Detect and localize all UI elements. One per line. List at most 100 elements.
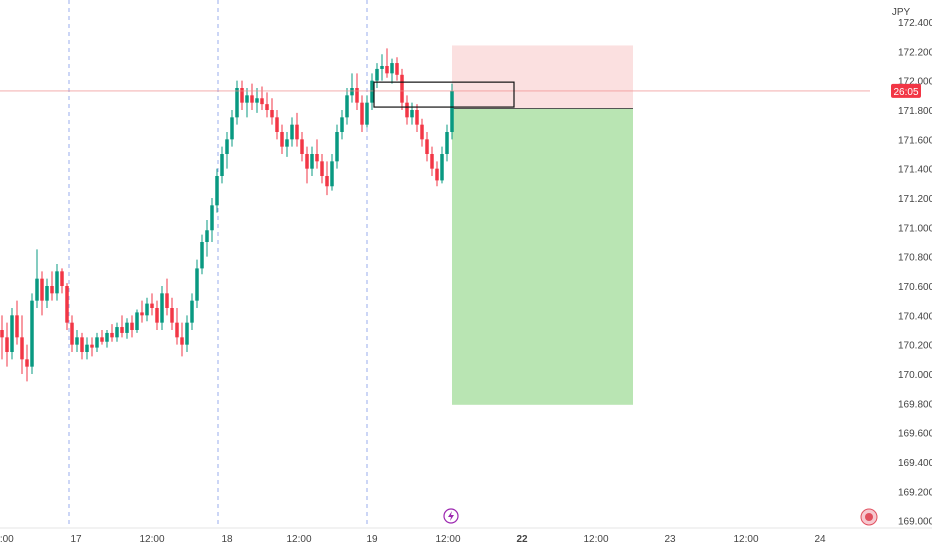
candle-body[interactable] <box>0 330 4 338</box>
candle-body[interactable] <box>380 66 384 69</box>
candle-body[interactable] <box>310 154 314 169</box>
candle-body[interactable] <box>420 124 424 140</box>
candle-body[interactable] <box>35 278 39 301</box>
candle-body[interactable] <box>195 268 199 301</box>
candle-body[interactable] <box>305 154 309 169</box>
candle-body[interactable] <box>120 327 124 333</box>
take-profit-zone[interactable] <box>452 108 633 405</box>
candle-body[interactable] <box>75 337 79 345</box>
candle-body[interactable] <box>180 337 184 345</box>
candle-body[interactable] <box>375 68 379 81</box>
candle-body[interactable] <box>385 66 389 74</box>
candle-body[interactable] <box>170 308 174 323</box>
candle-body[interactable] <box>275 117 279 132</box>
candle-body[interactable] <box>355 88 359 103</box>
candle-body[interactable] <box>85 344 89 352</box>
lightning-icon[interactable] <box>443 508 459 524</box>
candle-body[interactable] <box>245 95 249 103</box>
candle-body[interactable] <box>185 322 189 345</box>
candle-body[interactable] <box>95 337 99 348</box>
candle-body[interactable] <box>370 80 374 103</box>
candle-body[interactable] <box>210 205 214 231</box>
candle-body[interactable] <box>5 337 9 352</box>
candle-body[interactable] <box>295 124 299 140</box>
candle-body[interactable] <box>25 359 29 367</box>
candle-body[interactable] <box>365 102 369 125</box>
candle-body[interactable] <box>435 168 439 181</box>
candle-body[interactable] <box>15 315 19 338</box>
candle-body[interactable] <box>175 322 179 338</box>
candle-body[interactable] <box>100 337 104 342</box>
event-badge-core[interactable] <box>865 513 873 521</box>
candle-body[interactable] <box>240 88 244 103</box>
candle-body[interactable] <box>265 104 269 110</box>
candle-body[interactable] <box>10 315 14 352</box>
candle-body[interactable] <box>140 312 144 316</box>
candle-body[interactable] <box>135 312 139 330</box>
candle-body[interactable] <box>350 88 354 96</box>
candle-body[interactable] <box>65 286 69 323</box>
candle-body[interactable] <box>395 63 399 75</box>
candle-body[interactable] <box>155 308 159 323</box>
candle-body[interactable] <box>280 132 284 147</box>
candle-body[interactable] <box>160 293 164 323</box>
candle-body[interactable] <box>215 176 219 206</box>
candle-body[interactable] <box>40 278 44 301</box>
candle-body[interactable] <box>220 154 224 176</box>
candle-body[interactable] <box>445 132 449 154</box>
candle-body[interactable] <box>410 110 414 118</box>
candle-body[interactable] <box>300 139 304 154</box>
candle-body[interactable] <box>390 63 394 74</box>
stop-loss-zone[interactable] <box>452 45 633 109</box>
candle-body[interactable] <box>235 88 239 118</box>
candle-body[interactable] <box>110 332 114 338</box>
candle-body[interactable] <box>145 303 149 316</box>
candle-body[interactable] <box>425 139 429 154</box>
candle-body[interactable] <box>415 110 419 125</box>
candle-body[interactable] <box>205 230 209 242</box>
candle-body[interactable] <box>130 322 134 330</box>
candle-body[interactable] <box>335 132 339 162</box>
candle-body[interactable] <box>430 154 434 169</box>
candle-body[interactable] <box>450 90 454 132</box>
candle-body[interactable] <box>115 327 119 338</box>
candle-body[interactable] <box>165 293 169 308</box>
candle-body[interactable] <box>270 110 274 118</box>
candle-body[interactable] <box>60 271 64 286</box>
candle-body[interactable] <box>30 300 34 367</box>
candle-body[interactable] <box>20 337 24 360</box>
candle-body[interactable] <box>200 242 204 269</box>
candle-body[interactable] <box>255 98 259 103</box>
event-badge-icon[interactable] <box>860 508 878 526</box>
candle-body[interactable] <box>45 286 49 301</box>
candle-body[interactable] <box>290 124 294 140</box>
candle-body[interactable] <box>105 332 109 342</box>
candle-body[interactable] <box>190 300 194 323</box>
candle-body[interactable] <box>330 161 334 187</box>
candle-body[interactable] <box>50 286 54 294</box>
candle-body[interactable] <box>405 102 409 118</box>
candle-body[interactable] <box>150 303 154 308</box>
candle-body[interactable] <box>325 176 329 187</box>
candle-body[interactable] <box>320 161 324 176</box>
candle-body[interactable] <box>440 154 444 181</box>
candle-body[interactable] <box>260 98 264 105</box>
candle-body[interactable] <box>125 322 129 333</box>
candle-body[interactable] <box>345 95 349 118</box>
candle-body[interactable] <box>400 74 404 103</box>
candle-body[interactable] <box>315 154 319 162</box>
candle-body[interactable] <box>80 337 84 352</box>
candle-body[interactable] <box>285 139 289 147</box>
time-tick-label: 12:00 <box>733 534 758 545</box>
candle-body[interactable] <box>230 117 234 140</box>
candle-body[interactable] <box>340 117 344 132</box>
candle-body[interactable] <box>90 344 94 348</box>
candle-body[interactable] <box>55 271 59 294</box>
resistance-box[interactable] <box>373 81 515 108</box>
candle-body[interactable] <box>70 322 74 345</box>
candle-body[interactable] <box>250 95 254 103</box>
lightning-icon-bolt[interactable] <box>448 511 454 521</box>
candle-body[interactable] <box>225 139 229 154</box>
candle-body[interactable] <box>360 102 364 125</box>
